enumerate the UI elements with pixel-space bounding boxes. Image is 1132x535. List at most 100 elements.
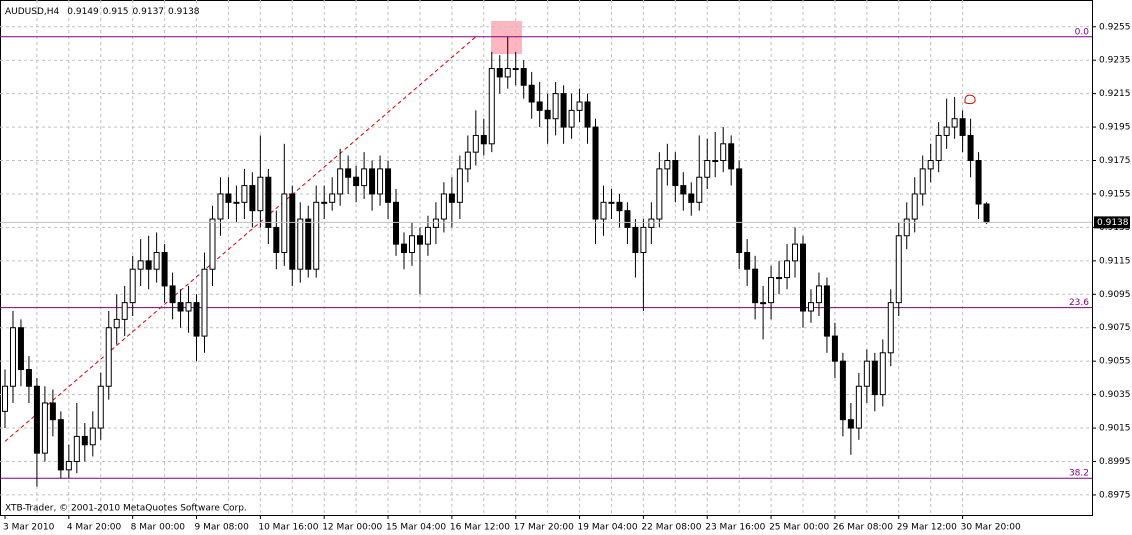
candle-body [408, 235, 415, 253]
last-open: 0.9149 [67, 7, 99, 17]
candle-body [752, 268, 759, 304]
candle-body [416, 235, 423, 245]
candle-body [879, 352, 886, 396]
candle-body [297, 218, 304, 270]
candle-body [201, 268, 208, 337]
candle-body [600, 201, 607, 220]
candle-body [935, 134, 942, 162]
candle-body [863, 360, 870, 387]
candle-body [57, 419, 64, 471]
candle-body [393, 201, 400, 245]
candle-body [560, 93, 567, 128]
candle-body [97, 385, 104, 429]
candle-body [265, 176, 272, 228]
grid [0, 0, 1092, 515]
x-tick-label: 16 Mar 12:00 [450, 523, 510, 533]
candle-body [776, 277, 783, 280]
candle-body [496, 68, 503, 78]
candle-body [672, 160, 679, 187]
candle-body [377, 168, 384, 195]
candle-body [544, 109, 551, 120]
y-tick-label: 0.9195 [1099, 123, 1131, 133]
candle-body [807, 302, 814, 312]
level-label: 23.6 [1069, 298, 1089, 308]
candle-body [680, 185, 687, 195]
candle-body [121, 302, 128, 320]
candle-body [903, 218, 910, 237]
candle-body [959, 118, 966, 136]
y-tick-label: 0.9175 [1099, 156, 1131, 166]
y-tick-label: 0.9215 [1099, 89, 1131, 99]
candle-body [329, 193, 336, 203]
candle-body [584, 101, 591, 128]
candle-body [65, 460, 72, 471]
x-tick-label: 9 Mar 08:00 [195, 523, 250, 533]
y-tick-label: 0.9075 [1099, 323, 1131, 333]
candle-body [815, 285, 822, 304]
candle-body [369, 168, 376, 195]
chart-title: AUDUSD,H4 0.9149 0.915 0.9137 0.9138 [5, 7, 200, 17]
candle-body [153, 251, 160, 270]
annotation-icon [964, 94, 976, 105]
candle-body [25, 369, 32, 387]
candle-body [855, 385, 862, 429]
last-low: 0.9137 [133, 7, 165, 17]
candle-body [975, 160, 982, 205]
candle-body [847, 419, 854, 429]
candle-body [648, 218, 655, 228]
candle-body [592, 126, 599, 220]
candle-body [895, 235, 902, 304]
candle-body [552, 93, 559, 120]
candle-body [696, 176, 703, 203]
candle-body [704, 160, 711, 178]
candle-body [624, 210, 631, 228]
candle-body [512, 68, 519, 71]
candle-body [137, 260, 144, 270]
candle-body [385, 168, 392, 203]
candle-body [129, 268, 136, 304]
x-tick-label: 8 Mar 00:00 [131, 523, 186, 533]
x-tick-label: 30 Mar 20:00 [961, 523, 1021, 533]
y-tick-label: 0.9155 [1099, 189, 1131, 199]
candle-body [887, 302, 894, 354]
y-tick-label: 0.8975 [1099, 490, 1131, 500]
candle-body [289, 193, 296, 270]
candle-body [800, 243, 806, 312]
highlight-box [491, 21, 522, 54]
candle-body [345, 168, 352, 178]
candle-body [401, 243, 407, 253]
symbol: AUDUSD,H4 [5, 7, 60, 17]
y-tick-label: 0.9095 [1099, 290, 1131, 300]
candle-body [89, 427, 96, 446]
x-tick-label: 17 Mar 20:00 [514, 523, 574, 533]
y-tick-label: 0.9235 [1099, 56, 1131, 66]
candle-body [616, 201, 623, 212]
x-tick-label: 4 Mar 20:00 [67, 523, 122, 533]
candle-body [337, 168, 344, 195]
candle-body [919, 168, 926, 195]
candle-body [281, 193, 288, 253]
candle-body [321, 201, 328, 204]
candle-body [823, 285, 830, 337]
last-price-box [1094, 216, 1130, 229]
candle-body [839, 360, 846, 421]
candle-body [161, 251, 168, 287]
candle-body [249, 185, 256, 212]
candle-body [113, 318, 120, 329]
x-tick-label: 3 Mar 2010 [3, 523, 55, 533]
y-tick-label: 0.8995 [1099, 457, 1131, 467]
candle-body [792, 243, 799, 262]
candle-body [608, 201, 615, 204]
candle-body [576, 101, 583, 111]
x-tick-label: 23 Mar 16:00 [705, 523, 765, 533]
x-tick-label: 26 Mar 08:00 [833, 523, 893, 533]
x-tick-label: 12 Mar 00:00 [322, 523, 382, 533]
footer: XTB-Trader, © 2001-2010 MetaQuotes Softw… [5, 504, 247, 514]
x-tick-label: 15 Mar 04:00 [386, 523, 446, 533]
candle-body [871, 360, 878, 396]
candle-body [472, 134, 479, 153]
candle-body [225, 193, 232, 203]
candle-body [257, 176, 264, 212]
candle-body [448, 193, 455, 203]
